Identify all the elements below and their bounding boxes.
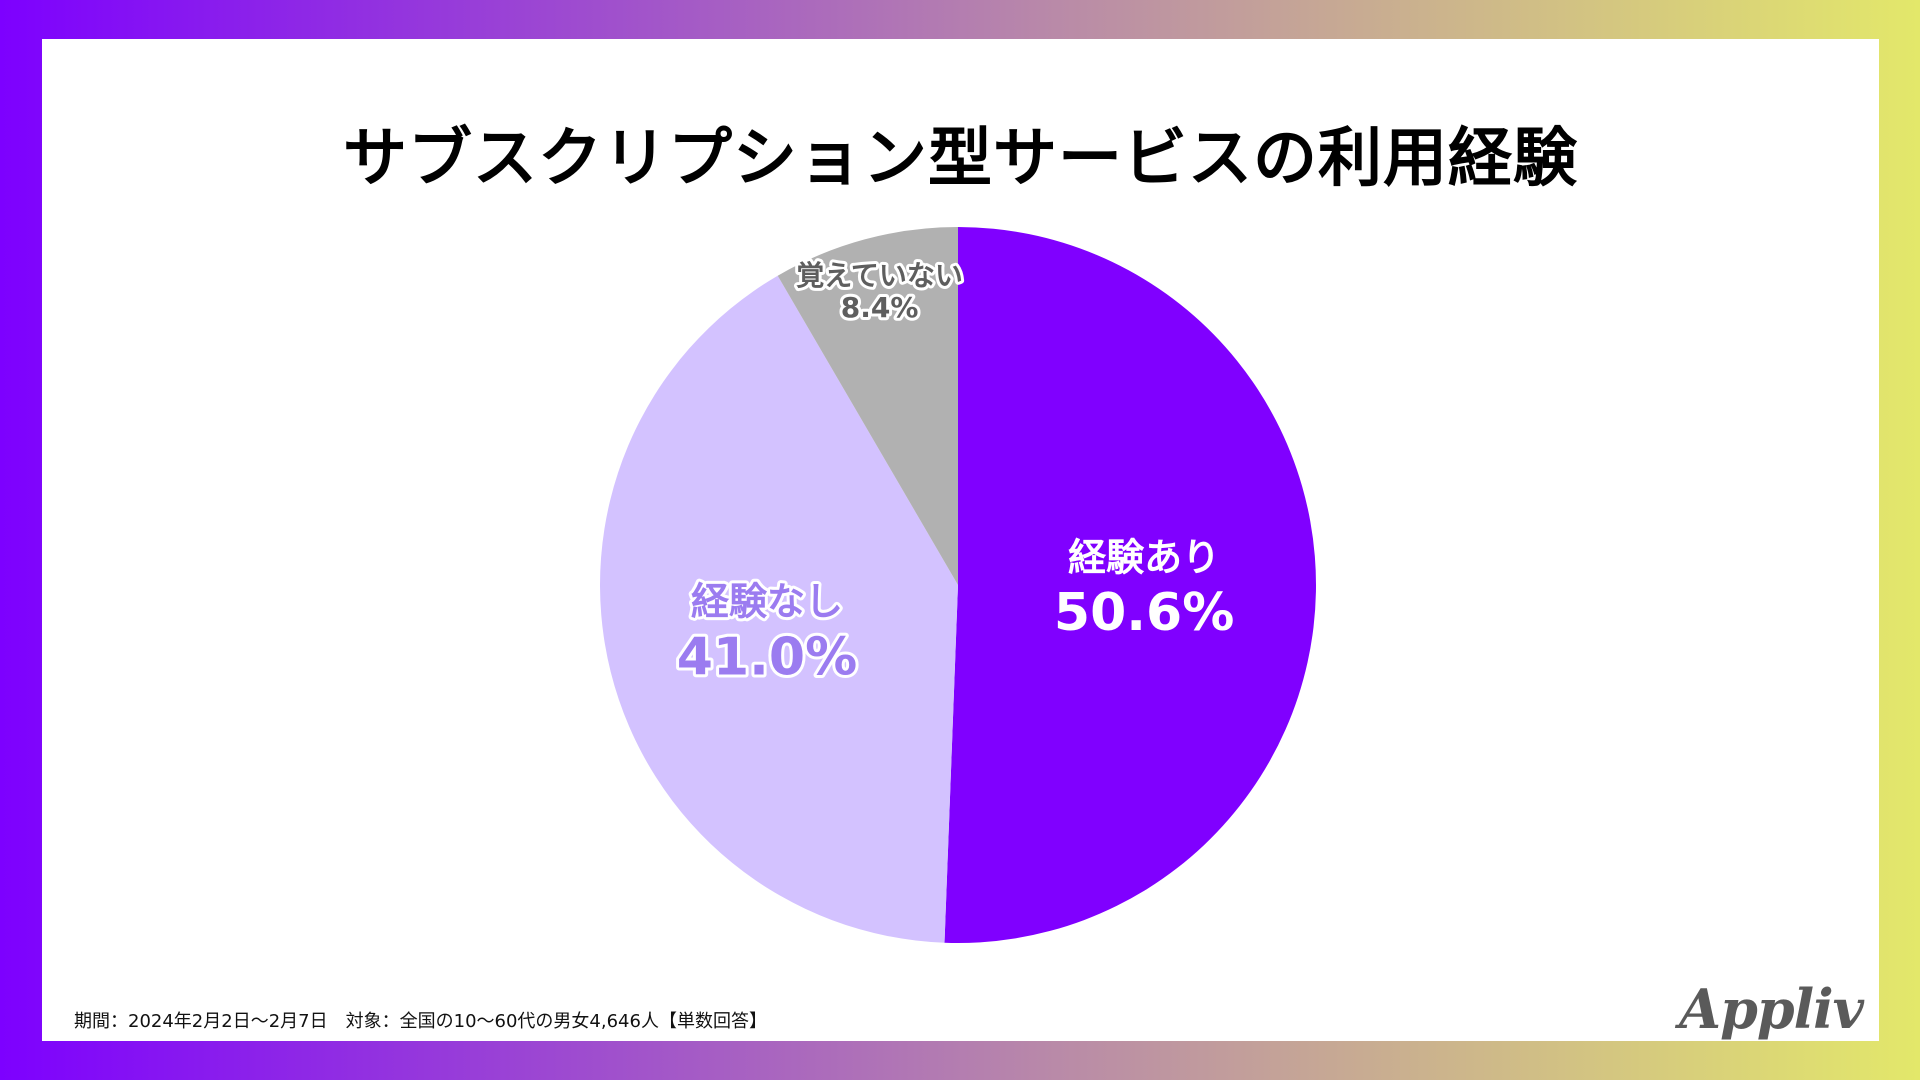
slice-value-label: 50.6% <box>1054 583 1234 643</box>
pie-slice <box>944 227 1316 943</box>
appliv-logo: Appliv <box>1679 977 1864 1041</box>
chart-title: サブスクリプション型サービスの利用経験 <box>343 122 1578 196</box>
slice-name-label: 覚えていない <box>796 259 963 292</box>
slice-value-label: 8.4% <box>841 291 919 324</box>
slice-name-label: 経験なし <box>691 580 843 624</box>
survey-note: 期間：2024年2月2日〜2月7日 対象：全国の10〜60代の男女4,646人【… <box>74 1011 767 1032</box>
pie-slice <box>777 227 958 585</box>
pie-slice <box>600 275 958 943</box>
slice-value-label: 41.0% <box>677 627 857 687</box>
slice-name-label: 経験あり <box>1068 535 1220 579</box>
chart-card: サブスクリプション型サービスの利用経験 経験あり 50.6% 経験なし 41.0% 覚え… <box>42 39 1879 1041</box>
